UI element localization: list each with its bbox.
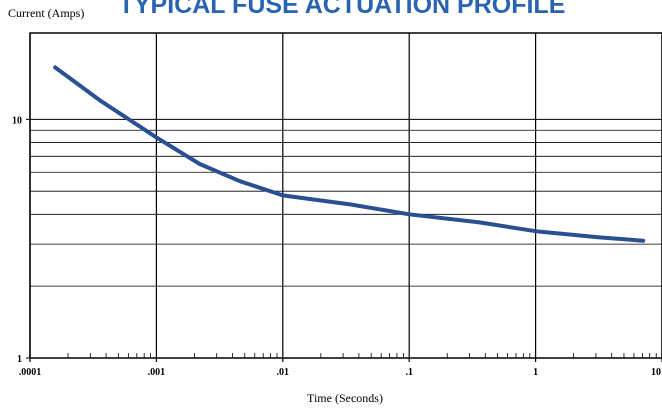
- plot-frame: [29, 32, 662, 359]
- chart-title: TYPICAL FUSE ACTUATION PROFILE: [119, 0, 566, 19]
- y-axis-label: Current (Amps): [8, 6, 84, 20]
- y-tick-label: 1: [17, 354, 22, 365]
- x-tick-label: .001: [148, 367, 166, 378]
- x-tick-label: .0001: [19, 367, 42, 378]
- x-tick-label: .1: [405, 367, 413, 378]
- x-tick-label: 1: [533, 367, 538, 378]
- y-tick-label: 10: [12, 115, 22, 126]
- curve: [53, 65, 646, 243]
- x-tick-label: .01: [277, 367, 290, 378]
- x-tick-label: 10: [651, 367, 661, 378]
- x-axis-label: Time (Seconds): [307, 391, 383, 405]
